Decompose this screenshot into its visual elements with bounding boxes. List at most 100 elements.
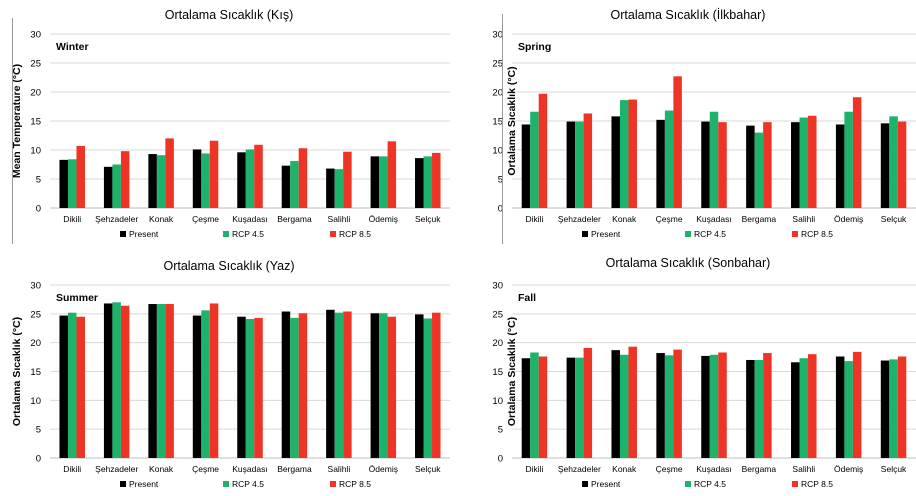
bar-rcp-4-5 <box>844 111 853 208</box>
bar-rcp-8-5 <box>763 353 772 458</box>
legend-swatch <box>582 481 588 487</box>
bar-rcp-8-5 <box>852 351 862 458</box>
y-tick-label: 10 <box>30 396 41 407</box>
bar-present <box>370 156 380 208</box>
divider-line-middle <box>502 14 503 244</box>
legend-label: Present <box>129 479 159 489</box>
legend-label: RCP 4.5 <box>694 229 726 239</box>
chart-winter: 0 5 10 15 20 25 30 Mean Temperature (°C) Winter D… <box>11 30 450 239</box>
chart-title-summer: Ortalama Sıcaklık (Yaz) <box>163 259 295 273</box>
bar-rcp-4-5 <box>799 117 809 208</box>
x-tick-label: Selçuk <box>415 214 441 224</box>
bar-present <box>103 303 113 458</box>
bar-rcp-8-5 <box>808 354 817 458</box>
x-tick-label: Dikili <box>63 464 81 474</box>
x-tick-label: Salihli <box>328 464 351 474</box>
legend-label: RCP 4.5 <box>232 479 264 489</box>
x-tick-label: Şehzadeler <box>95 214 138 224</box>
bar-rcp-4-5 <box>112 302 121 458</box>
legend-label: RCP 4.5 <box>694 479 726 489</box>
y-tick-label: 0 <box>36 204 41 215</box>
y-tick-label: 20 <box>492 338 503 349</box>
x-tick-label: Dikili <box>525 214 543 224</box>
bar-rcp-8-5 <box>120 151 130 208</box>
bar-rcp-4-5 <box>156 155 166 208</box>
y-tick-label: 0 <box>498 204 503 215</box>
bar-present <box>656 119 665 208</box>
x-tick-label: Kuşadası <box>232 214 267 224</box>
y-tick-label: 15 <box>30 367 41 378</box>
bar-rcp-4-5 <box>575 121 584 208</box>
bar-rcp-8-5 <box>387 316 397 458</box>
bar-rcp-4-5 <box>799 358 809 458</box>
bar-rcp-4-5 <box>664 110 674 208</box>
bar-rcp-4-5 <box>245 319 255 458</box>
bar-rcp-8-5 <box>298 313 308 458</box>
legend-swatch <box>120 481 126 487</box>
x-tick-label: Kuşadası <box>696 464 731 474</box>
bar-present <box>880 123 890 208</box>
bar-rcp-8-5 <box>343 151 352 208</box>
bar-rcp-8-5 <box>76 316 85 458</box>
bar-rcp-4-5 <box>619 100 629 208</box>
season-label: Summer <box>56 292 98 304</box>
bar-present <box>521 124 531 208</box>
x-tick-label: Dikili <box>63 214 81 224</box>
bar-rcp-8-5 <box>808 115 817 208</box>
bar-rcp-8-5 <box>76 145 85 208</box>
bar-rcp-8-5 <box>673 349 682 458</box>
bar-present <box>656 353 665 458</box>
y-tick-label: 30 <box>30 30 41 41</box>
chart-panel-spring: Ortalama Sıcaklık (İlkbahar) 0 5 10 15 20 25 3… <box>460 0 916 246</box>
bar-present <box>611 350 620 458</box>
bar-present <box>611 116 620 208</box>
bar-rcp-4-5 <box>423 318 433 458</box>
bar-rcp-4-5 <box>334 169 344 208</box>
bar-rcp-8-5 <box>343 311 352 458</box>
divider-line-top <box>12 18 13 244</box>
legend-label: RCP 8.5 <box>339 229 371 239</box>
bar-rcp-4-5 <box>379 156 388 208</box>
bar-rcp-8-5 <box>120 305 130 458</box>
bar-rcp-8-5 <box>897 356 907 458</box>
y-tick-label: 5 <box>36 175 41 186</box>
y-tick-label: 25 <box>30 309 41 320</box>
x-tick-label: Bergama <box>742 464 777 474</box>
y-tick-label: 25 <box>30 59 41 70</box>
x-tick-label: Konak <box>149 214 174 224</box>
bar-present <box>192 315 202 458</box>
bar-rcp-8-5 <box>538 356 548 458</box>
bar-rcp-4-5 <box>290 317 299 458</box>
y-tick-label: 10 <box>30 146 41 157</box>
bar-present <box>237 316 246 458</box>
bar-present <box>415 314 424 458</box>
x-tick-label: Kuşadası <box>696 214 731 224</box>
x-tick-label: Ödemiş <box>834 214 863 224</box>
legend-label: RCP 8.5 <box>339 479 371 489</box>
bar-rcp-4-5 <box>709 354 719 458</box>
bar-rcp-8-5 <box>254 144 263 208</box>
bar-rcp-4-5 <box>844 361 853 458</box>
x-tick-label: Salihli <box>328 214 351 224</box>
legend-label: RCP 8.5 <box>801 479 833 489</box>
chart-panel-summer: Ortalama Sıcaklık (Yaz) 0 5 10 15 20 25 30 Orta… <box>0 250 458 496</box>
bar-rcp-8-5 <box>432 152 441 208</box>
bar-present <box>791 122 800 208</box>
bar-rcp-4-5 <box>575 357 584 458</box>
bar-rcp-8-5 <box>628 346 637 458</box>
bar-rcp-8-5 <box>718 352 727 458</box>
x-tick-label: Şehzadeler <box>558 464 601 474</box>
y-tick-label: 5 <box>498 175 503 186</box>
x-tick-label: Bergama <box>277 464 312 474</box>
bar-rcp-4-5 <box>245 149 255 208</box>
bar-rcp-4-5 <box>619 354 629 458</box>
y-tick-label: 15 <box>492 117 503 128</box>
legend-swatch <box>685 481 691 487</box>
bar-rcp-8-5 <box>718 122 727 208</box>
bar-rcp-4-5 <box>112 164 121 208</box>
x-tick-label: Salihli <box>792 464 815 474</box>
x-tick-label: Ödemiş <box>369 214 398 224</box>
x-tick-label: Selçuk <box>881 464 907 474</box>
legend-swatch <box>792 231 798 237</box>
bar-rcp-8-5 <box>432 312 441 458</box>
